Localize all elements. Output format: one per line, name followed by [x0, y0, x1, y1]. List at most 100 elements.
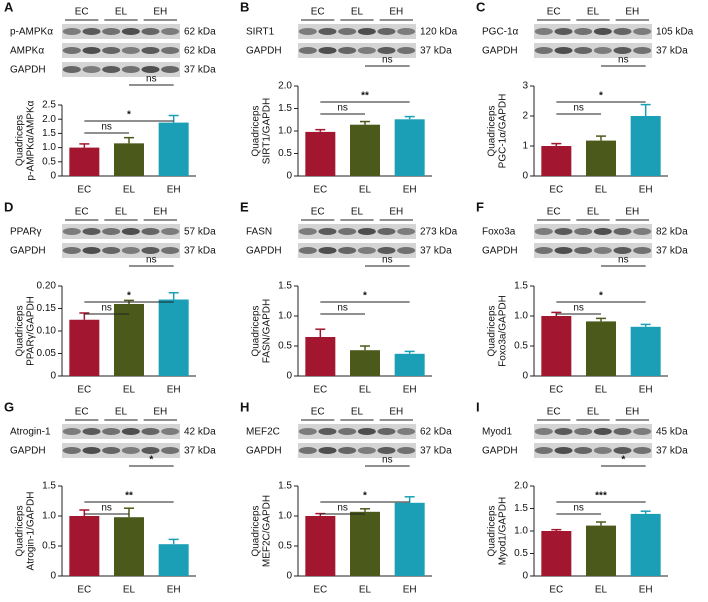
bar — [350, 350, 380, 376]
y-tick-label: 1.0 — [42, 142, 56, 153]
significance-label: ns — [573, 303, 584, 314]
bar — [158, 122, 189, 176]
x-tick-label: EH — [167, 385, 181, 396]
blot-strip — [534, 443, 652, 458]
blot-band — [357, 447, 376, 454]
significance-label: ns — [337, 103, 348, 114]
blot-band — [141, 228, 160, 235]
bar — [541, 316, 572, 376]
significance-label: ns — [382, 55, 393, 66]
blot-kda: 62 kDa — [184, 27, 216, 38]
blot-band — [318, 47, 337, 54]
significance-label: ns — [101, 503, 112, 514]
bar — [541, 531, 572, 576]
blot-band — [357, 47, 376, 54]
blot-kda: 37 kDa — [420, 446, 452, 457]
blot-band — [318, 228, 337, 235]
significance-label: ns — [101, 303, 112, 314]
bar — [586, 140, 616, 176]
y-tick-label: 1.5 — [514, 281, 528, 292]
blot-band — [633, 28, 652, 35]
significance-label: ** — [125, 491, 133, 502]
blot-band — [141, 66, 160, 73]
blot-kda: 105 kDa — [656, 27, 694, 38]
lane-label: EH — [153, 207, 167, 218]
blot-name: Myod1 — [482, 427, 512, 438]
y-tick-label: 2.0 — [514, 481, 528, 492]
y-tick-label: 1 — [522, 141, 528, 152]
significance-label: ns — [573, 103, 584, 114]
blot-name: GAPDH — [10, 246, 46, 257]
lane-label: EL — [351, 407, 364, 418]
blot-band — [161, 447, 180, 454]
blot-band — [357, 228, 376, 235]
bar — [305, 516, 336, 576]
blot-name: SIRT1 — [246, 27, 275, 38]
x-tick-label: EL — [595, 385, 608, 396]
blot-band — [377, 47, 396, 54]
blot-strip — [298, 24, 416, 39]
blot-band — [377, 428, 396, 435]
blot-strip — [298, 43, 416, 58]
bar — [586, 525, 616, 576]
blot-strip — [298, 224, 416, 239]
blot-strip — [62, 443, 180, 458]
lane-label: EC — [75, 7, 89, 18]
panel-letter: I — [476, 399, 480, 414]
blot-band — [121, 428, 140, 435]
y-tick-label: 1.0 — [278, 126, 292, 137]
blot-band — [298, 447, 317, 454]
x-tick-label: EH — [167, 585, 181, 596]
y-label: Quadriceps — [487, 505, 498, 556]
lane-label: EC — [547, 407, 561, 418]
blot-band — [397, 247, 416, 254]
significance-label: ns — [382, 255, 393, 266]
bar — [69, 147, 100, 176]
y-tick-label: 0.5 — [514, 341, 528, 352]
blot-strip — [62, 243, 180, 258]
blot-band — [318, 447, 337, 454]
bar — [305, 131, 336, 176]
bar — [394, 353, 425, 376]
blot-strip — [534, 224, 652, 239]
blot-strip — [62, 24, 180, 39]
x-tick-label: EC — [313, 585, 327, 596]
blot-band — [534, 247, 553, 254]
blot-band — [141, 247, 160, 254]
blot-name: Foxo3a — [482, 227, 516, 238]
blot-strip — [62, 224, 180, 239]
blot-strip — [534, 24, 652, 39]
blot-band — [593, 247, 612, 254]
blot-name: GAPDH — [482, 46, 518, 57]
lane-label: EL — [587, 207, 600, 218]
blot-name: GAPDH — [482, 246, 518, 257]
blot-band — [102, 428, 121, 435]
blot-band — [102, 66, 121, 73]
x-tick-label: EC — [313, 385, 327, 396]
bar — [630, 326, 661, 376]
panel-letter: F — [476, 199, 484, 214]
blot-kda: 42 kDa — [184, 427, 216, 438]
significance-label: * — [363, 291, 367, 302]
y-label: Quadriceps — [251, 105, 262, 156]
y-tick-label: 2.5 — [42, 100, 56, 111]
lane-label: EH — [153, 7, 167, 18]
x-tick-label: EC — [549, 585, 563, 596]
x-tick-label: EH — [403, 585, 417, 596]
blot-band — [102, 447, 121, 454]
x-tick-label: EC — [77, 385, 91, 396]
y-tick-label: 0 — [286, 371, 292, 382]
panel-letter: H — [240, 399, 249, 414]
blot-band — [121, 28, 140, 35]
lane-label: EL — [587, 407, 600, 418]
blot-strip — [62, 43, 180, 58]
blot-band — [613, 47, 632, 54]
y-tick-label: 0 — [522, 571, 528, 582]
blot-band — [102, 47, 121, 54]
y-label: SIRT1/GAPDH — [262, 98, 273, 165]
blot-name: GAPDH — [10, 65, 46, 76]
lane-label: EL — [115, 207, 128, 218]
significance-label: ns — [618, 55, 629, 66]
blot-band — [161, 66, 180, 73]
blot-strip — [534, 424, 652, 439]
